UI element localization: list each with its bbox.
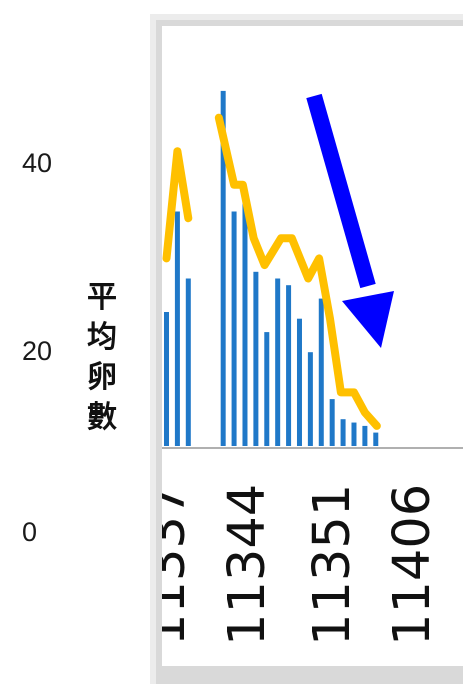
bar-2 — [185, 278, 191, 446]
y-axis-label-char-0: 平 — [87, 280, 117, 315]
plot-area: 11337 11344 11351 11406 — [162, 26, 463, 666]
bar-12 — [318, 298, 324, 446]
y-tick-20: 20 — [22, 336, 53, 366]
bar-14 — [340, 419, 346, 446]
bar-10 — [296, 318, 302, 446]
bar-11 — [307, 352, 313, 446]
x-tick-label-3: 11406 — [383, 484, 442, 646]
bar-17 — [373, 432, 379, 446]
series-line-segment-1 — [214, 113, 381, 430]
x-tick-label-0: 11337 — [162, 484, 197, 646]
bar-16 — [362, 425, 368, 446]
bar-3 — [220, 90, 226, 447]
bar-6 — [253, 271, 259, 446]
trend-arrow-shaft — [306, 93, 376, 289]
chart-svg: 11337 11344 11351 11406 — [162, 90, 463, 646]
bar-15 — [351, 422, 357, 446]
x-tick-label-1: 11344 — [218, 484, 277, 646]
y-tick-40: 40 — [22, 148, 53, 178]
series-line-segment-0 — [162, 147, 193, 263]
trend-arrow-head — [342, 291, 394, 348]
y-axis-label: 平均卵數 — [82, 278, 122, 438]
x-tick-label-2: 11351 — [303, 484, 362, 646]
bar-7 — [264, 332, 270, 446]
bar-0 — [164, 312, 169, 446]
bar-1 — [174, 211, 180, 446]
y-axis-label-char-2: 卵 — [87, 360, 117, 395]
bar-5 — [242, 198, 248, 446]
bar-9 — [286, 285, 292, 446]
bar-4 — [231, 211, 237, 446]
bar-13 — [329, 399, 335, 446]
y-axis-label-char-1: 均 — [87, 320, 117, 355]
y-axis-label-char-3: 數 — [87, 400, 117, 435]
y-tick-0: 0 — [22, 517, 38, 547]
bar-8 — [275, 278, 281, 446]
